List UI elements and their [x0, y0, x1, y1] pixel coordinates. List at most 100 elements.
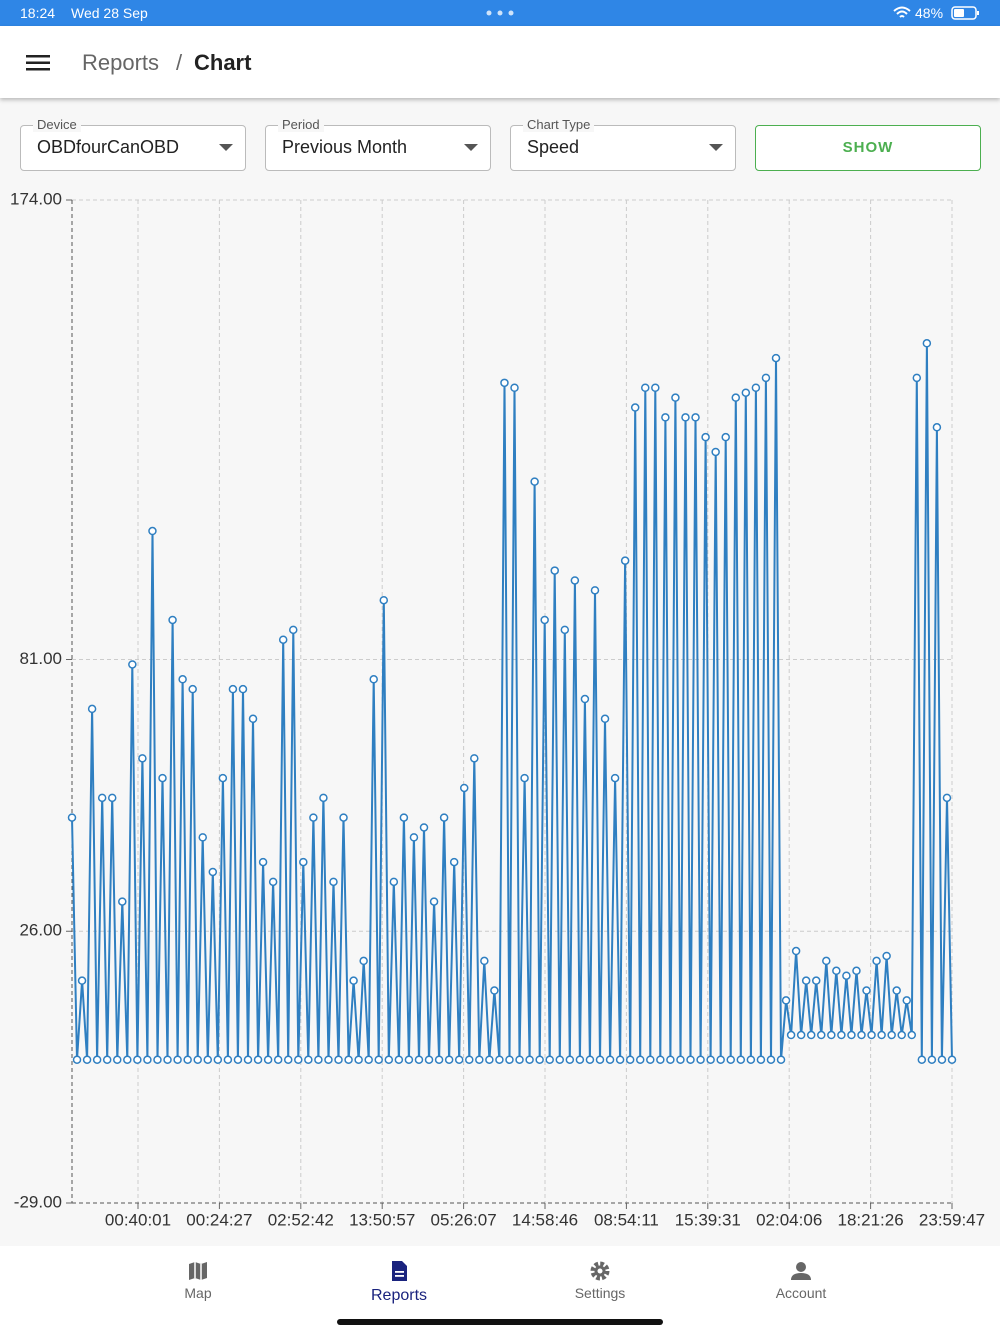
point	[248, 714, 258, 724]
point	[912, 373, 922, 383]
point	[92, 1055, 102, 1064]
point	[113, 1055, 122, 1064]
point	[409, 833, 419, 842]
point	[349, 976, 358, 985]
point	[535, 1055, 544, 1064]
point	[892, 986, 901, 995]
point	[857, 1030, 866, 1040]
point	[570, 576, 580, 585]
x-tick-label: 15:39:31	[675, 1210, 741, 1229]
point	[148, 526, 157, 536]
device-select[interactable]: Device OBDfourCanOBD	[20, 117, 246, 171]
point	[786, 1030, 796, 1040]
point	[882, 951, 891, 961]
point	[867, 1030, 876, 1040]
point	[666, 1055, 675, 1064]
point	[203, 1055, 213, 1064]
chart: -29.00 26.00 81.00 174.00 00:40:01 00:24:27 02…	[10, 189, 985, 1229]
field-label: Device	[33, 117, 81, 132]
point	[937, 1055, 947, 1064]
point	[736, 1055, 746, 1064]
point	[72, 1055, 82, 1064]
point	[605, 1055, 615, 1064]
point	[389, 877, 399, 887]
point	[188, 684, 197, 694]
point	[676, 1055, 685, 1064]
point	[314, 1055, 323, 1064]
breadcrumb-link[interactable]: Reports	[82, 50, 160, 75]
x-tick-label: 05:26:07	[431, 1210, 497, 1229]
nav-item[interactable]: Reports	[339, 1260, 459, 1305]
dropdown-arrow	[709, 144, 723, 151]
point	[304, 1055, 313, 1064]
point	[263, 1055, 273, 1064]
point	[691, 413, 700, 422]
chart-type-select[interactable]: Chart Type Speed	[510, 117, 736, 171]
point	[193, 1055, 202, 1064]
nav-icon	[189, 1262, 207, 1280]
point	[158, 773, 167, 783]
x-tick-label: 00:40:01	[105, 1210, 171, 1229]
point	[661, 413, 670, 422]
point	[646, 1055, 655, 1064]
point	[439, 813, 449, 822]
x-tick-label: 23:59:47	[919, 1210, 985, 1229]
dropdown-arrow	[464, 144, 478, 151]
point	[681, 413, 690, 422]
point	[289, 625, 298, 635]
point	[520, 773, 529, 783]
point	[847, 1030, 856, 1040]
breadcrumb-separator: /	[176, 50, 183, 75]
point	[706, 1055, 715, 1064]
dots-icon	[486, 10, 514, 16]
x-tick-label: 00:24:27	[186, 1210, 252, 1229]
field-value: Previous Month	[282, 137, 408, 157]
point	[253, 1055, 263, 1064]
point	[379, 595, 389, 605]
x-tick-label: 02:04:06	[756, 1210, 822, 1229]
home-indicator	[337, 1319, 663, 1325]
show-button[interactable]: SHOW	[755, 125, 981, 171]
point	[490, 986, 499, 995]
point	[470, 754, 479, 763]
point	[243, 1055, 253, 1064]
point	[505, 1055, 514, 1064]
point	[932, 423, 942, 432]
point	[701, 432, 710, 442]
point	[500, 378, 509, 388]
point	[620, 556, 630, 565]
nav-item[interactable]: Account	[741, 1260, 861, 1301]
point	[384, 1055, 394, 1064]
point	[173, 1055, 182, 1064]
point	[404, 1055, 414, 1064]
nav-icon	[791, 1262, 811, 1280]
point	[610, 773, 620, 783]
point	[580, 694, 590, 704]
menu-button[interactable]	[26, 54, 50, 72]
point	[344, 1055, 353, 1064]
point	[414, 1055, 424, 1064]
series-line	[71, 343, 953, 1060]
period-select[interactable]: Period Previous Month	[265, 117, 491, 171]
point	[198, 833, 207, 842]
point	[178, 675, 187, 684]
point	[781, 996, 791, 1005]
nav-item[interactable]: Settings	[540, 1260, 660, 1301]
nav-item[interactable]: Map	[138, 1260, 258, 1301]
nav-label: Account	[775, 1285, 827, 1301]
point	[449, 857, 459, 867]
point	[208, 867, 218, 877]
point	[560, 625, 570, 635]
field-value: OBDfourCanOBD	[37, 137, 180, 157]
point	[842, 971, 851, 980]
point	[510, 383, 519, 393]
point	[465, 1055, 474, 1064]
x-tick-label: 08:54:11	[594, 1210, 659, 1229]
point	[806, 1030, 816, 1040]
nav-icon	[392, 1261, 407, 1281]
point	[887, 1030, 896, 1040]
point	[213, 1055, 223, 1064]
point	[454, 1055, 464, 1064]
point	[364, 1055, 373, 1064]
